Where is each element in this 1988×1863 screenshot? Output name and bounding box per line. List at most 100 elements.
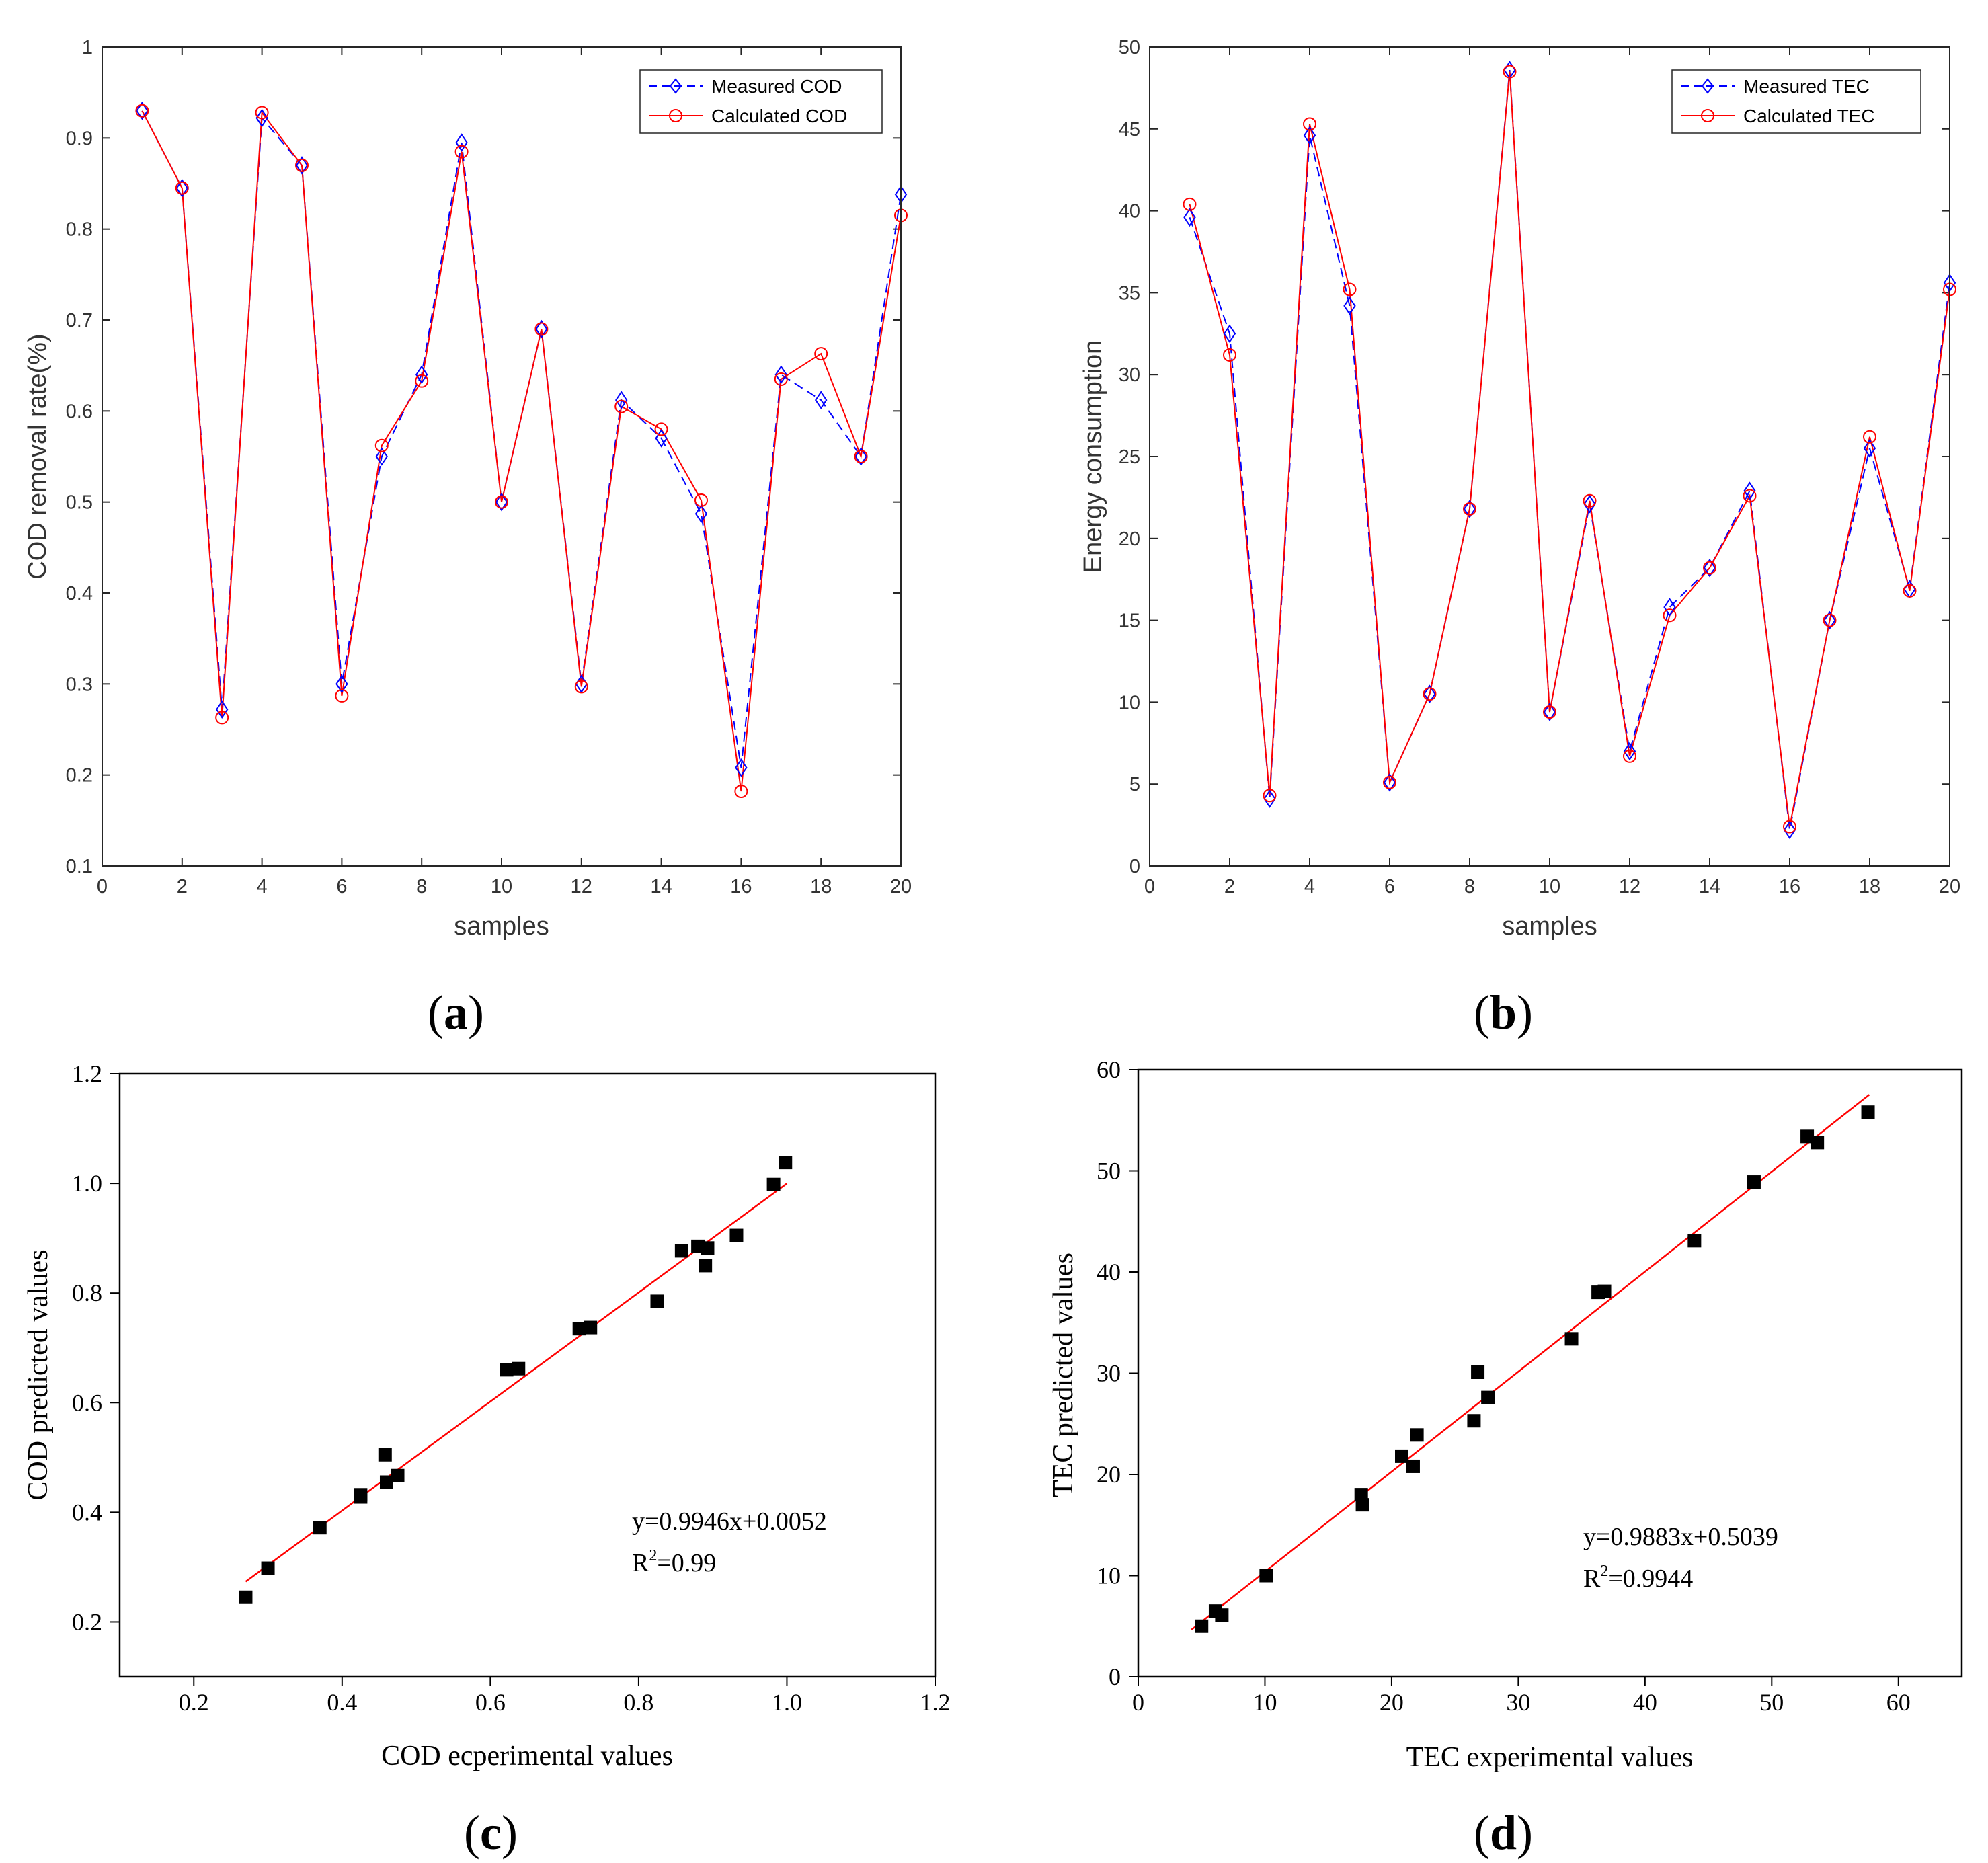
measured-point: [1823, 610, 1836, 630]
data-point: [391, 1468, 405, 1482]
data-point: [500, 1363, 514, 1377]
x-tick-label: 1.0: [772, 1689, 802, 1716]
calculated-point: [1303, 117, 1316, 131]
data-point: [354, 1490, 368, 1504]
y-tick-label: 5: [1129, 774, 1140, 795]
measured-point: [1303, 126, 1316, 145]
y-tick-label: 60: [1097, 1056, 1121, 1083]
y-tick-label: 0.6: [66, 401, 93, 422]
data-point: [378, 1448, 392, 1462]
y-tick-label: 40: [1097, 1259, 1121, 1285]
y-tick-label: 0.1: [66, 856, 93, 877]
measured-point: [1383, 772, 1396, 792]
calculated-point: [1743, 489, 1757, 503]
chart-b-frame: [1149, 46, 1950, 867]
calculated-point: [335, 688, 349, 703]
x-tick-label: 2: [177, 876, 188, 898]
measured-point: [854, 447, 867, 466]
chart-a-x-ticks: 0 2 4 6 8 10 12 14 16 18 20: [97, 47, 912, 898]
x-tick-label: 60: [1886, 1689, 1911, 1716]
measured-point: [215, 700, 229, 719]
chart-d: 0 10 20 30 40 50 60 0 10 20 30 40 50 60 TEC experime…: [1048, 1056, 1963, 1860]
measured-point: [1223, 324, 1236, 344]
y-tick-label: 1.2: [72, 1060, 102, 1087]
chart-d-series: [1191, 1094, 1875, 1633]
calculated-point: [1423, 687, 1437, 701]
y-tick-label: 0.4: [72, 1499, 102, 1525]
chart-c-frame: [118, 1072, 937, 1678]
data-point: [1410, 1428, 1424, 1442]
x-tick-label: 16: [1779, 876, 1800, 898]
x-tick-label: 20: [1380, 1689, 1404, 1716]
data-point: [1354, 1488, 1368, 1502]
x-tick-label: 0.4: [327, 1689, 357, 1716]
panel-label-b: (b): [1474, 986, 1533, 1039]
measured-point: [175, 178, 189, 198]
x-tick-label: 18: [810, 876, 832, 898]
x-tick-label: 0: [97, 876, 108, 898]
x-tick-label: 10: [491, 876, 512, 898]
data-point: [1259, 1569, 1273, 1583]
calculated-point: [574, 680, 588, 694]
data-point: [1355, 1498, 1369, 1512]
chart-a: 0 2 4 6 8 10 12 14 16 18 20 0.10.20.30.40.50.60.70…: [24, 37, 912, 1039]
data-point: [584, 1320, 598, 1335]
measured-point: [375, 447, 389, 466]
x-tick-label: 12: [571, 876, 592, 898]
y-tick-label: 50: [1119, 37, 1140, 58]
measured-point: [814, 391, 828, 409]
legend-measured-label: Measured COD: [711, 76, 842, 97]
calculated-point: [1343, 282, 1357, 296]
measured-point: [1583, 494, 1596, 514]
measured-point: [1703, 558, 1716, 578]
x-tick-label: 40: [1633, 1689, 1657, 1716]
calculated-point: [454, 145, 469, 159]
data-point: [1811, 1136, 1825, 1150]
measured-point: [1623, 742, 1636, 761]
calculated-point: [774, 372, 788, 386]
chart-b-legend-box: [1671, 69, 1921, 134]
measured-point: [415, 365, 428, 385]
chart-a-xlabel: samples: [454, 912, 549, 941]
series-line-calculated: [141, 110, 902, 792]
calculated-point: [415, 374, 429, 388]
chart-d-frame: [1137, 1068, 1963, 1678]
calculated-point: [1703, 561, 1716, 575]
data-point: [1597, 1284, 1612, 1298]
circle-icon: [1701, 109, 1714, 122]
chart-c-series: [239, 1156, 793, 1604]
x-tick-label: 0: [1144, 876, 1155, 898]
data-point: [1406, 1459, 1420, 1473]
measured-point: [335, 674, 348, 694]
x-tick-label: 12: [1619, 876, 1640, 898]
chart-d-x-ticks: 0 10 20 30 40 50 60: [1132, 1677, 1911, 1716]
data-point: [1471, 1365, 1485, 1379]
data-point: [1195, 1619, 1209, 1633]
chart-b: 0 2 4 6 8 10 12 14 16 18 20 0 5 10 15 20 25 30 35 40 45 50 s…: [1079, 37, 1960, 1039]
y-tick-label: 10: [1097, 1562, 1121, 1589]
chart-c-equation: y=0.9946x+0.0052: [632, 1507, 827, 1536]
measured-point: [1183, 208, 1196, 227]
measured-point: [1783, 820, 1796, 840]
measured-point: [1263, 789, 1276, 808]
data-point: [239, 1590, 253, 1604]
measured-point: [255, 108, 268, 128]
chart-b-series: [1183, 61, 1956, 840]
measured-point: [694, 504, 708, 524]
chart-a-y-ticks: 0.1 0.2 0.3 0.4 0.5 0.6 0.7 0.8 0.9 1: [66, 37, 901, 877]
y-tick-label: 1.0: [72, 1170, 102, 1197]
calculated-point: [255, 106, 269, 120]
measured-point: [735, 758, 748, 777]
chart-d-ylabel: TEC predicted values: [1048, 1253, 1079, 1497]
y-tick-label: 30: [1119, 364, 1140, 386]
measured-point: [455, 133, 468, 152]
x-tick-label: 20: [1939, 876, 1960, 898]
y-tick-label: 0.9: [66, 128, 93, 149]
calculated-point: [295, 158, 309, 172]
data-point: [512, 1361, 526, 1376]
chart-a-series: [135, 101, 908, 799]
data-point: [701, 1241, 715, 1255]
y-tick-label: 0.7: [66, 310, 93, 331]
calculated-point: [814, 347, 828, 361]
